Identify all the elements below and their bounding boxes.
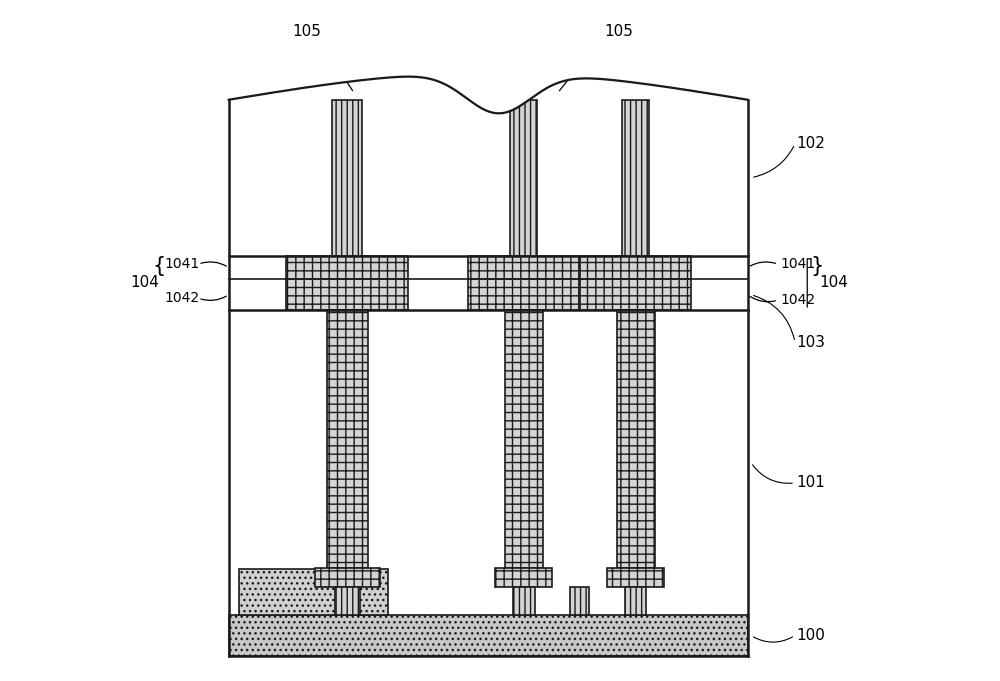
Text: 103: 103 — [796, 334, 825, 350]
Text: }: } — [811, 256, 824, 276]
Text: 1041: 1041 — [780, 257, 815, 271]
Text: 105: 105 — [604, 25, 633, 39]
Bar — [513, 587, 535, 615]
Bar — [570, 587, 589, 615]
Bar — [335, 587, 360, 615]
Bar — [327, 310, 368, 568]
Bar — [239, 569, 388, 615]
Text: 1042: 1042 — [164, 291, 199, 305]
Bar — [607, 568, 664, 587]
Bar — [617, 310, 655, 568]
Bar — [315, 568, 380, 587]
Bar — [495, 568, 552, 587]
Text: 104: 104 — [819, 275, 848, 290]
Text: 1042: 1042 — [780, 293, 815, 307]
Text: 100: 100 — [796, 628, 825, 643]
Bar — [625, 587, 646, 615]
Bar — [332, 99, 362, 256]
Text: {: { — [153, 256, 166, 276]
Text: 102: 102 — [796, 136, 825, 151]
Bar — [622, 99, 649, 256]
Bar — [229, 99, 748, 656]
Bar — [468, 256, 579, 310]
Text: 1041: 1041 — [164, 257, 200, 271]
Bar — [510, 99, 537, 256]
Bar — [505, 310, 543, 568]
Bar — [286, 256, 408, 310]
Polygon shape — [229, 15, 748, 113]
Bar — [229, 615, 748, 656]
Text: 105: 105 — [292, 25, 321, 39]
Text: 104: 104 — [130, 275, 159, 290]
Text: 101: 101 — [796, 475, 825, 490]
Bar — [580, 256, 691, 310]
